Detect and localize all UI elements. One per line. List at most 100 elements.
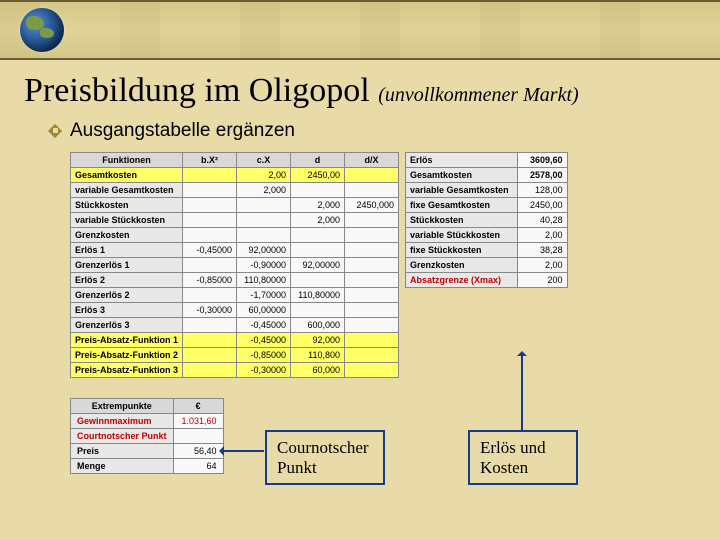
table-row: variable Gesamtkosten128,00	[406, 183, 568, 198]
cell: 128,00	[517, 183, 567, 198]
table-row: variable Stückkosten2,000	[71, 213, 399, 228]
row-label: variable Stückkosten	[71, 213, 183, 228]
cell: 2,00	[237, 168, 291, 183]
row-label: Gesamtkosten	[71, 168, 183, 183]
table-row: variable Gesamtkosten2,000	[71, 183, 399, 198]
cell	[183, 318, 237, 333]
row-label: Erlös	[406, 153, 518, 168]
row-label: Grenzkosten	[71, 228, 183, 243]
row-label: Courtnotscher Punkt	[71, 429, 174, 444]
table-row: Grenzkosten	[71, 228, 399, 243]
cell	[345, 213, 399, 228]
cell	[345, 348, 399, 363]
cell	[345, 168, 399, 183]
slide-title: Preisbildung im Oligopol (unvollkommener…	[0, 60, 720, 116]
bullet-text: Ausgangstabelle ergänzen	[70, 120, 295, 141]
cell: -1,70000	[237, 288, 291, 303]
cell: 92,00000	[237, 243, 291, 258]
cell: 92,00000	[291, 258, 345, 273]
subtitle-text: (unvollkommener Markt)	[378, 84, 579, 106]
main-table: Funktionenb.X²c.Xdd/XGesamtkosten2,00245…	[70, 152, 399, 378]
cell	[345, 243, 399, 258]
cell	[345, 333, 399, 348]
table-row: Grenzerlös 1-0,9000092,00000	[71, 258, 399, 273]
cell: 200	[517, 273, 567, 288]
row-label: Grenzkosten	[406, 258, 518, 273]
title-text: Preisbildung im Oligopol	[24, 72, 370, 109]
row-label: variable Stückkosten	[406, 228, 518, 243]
row-label: fixe Stückkosten	[406, 243, 518, 258]
table-row: Stückkosten40,28	[406, 213, 568, 228]
row-label: Preis-Absatz-Funktion 3	[71, 363, 183, 378]
cell: 110,800	[291, 348, 345, 363]
table-row: Courtnotscher Punkt	[71, 429, 224, 444]
table-row: variable Stückkosten2,00	[406, 228, 568, 243]
table-row: Preis56,40	[71, 444, 224, 459]
table-row: Erlös3609,60	[406, 153, 568, 168]
cell: -0,45000	[237, 318, 291, 333]
cell: 2,000	[291, 198, 345, 213]
cell	[183, 228, 237, 243]
table-row: Grenzkosten2,00	[406, 258, 568, 273]
cell: -0,30000	[237, 363, 291, 378]
table-row: Preis-Absatz-Funktion 1 -0,4500092,000	[71, 333, 399, 348]
cell	[291, 183, 345, 198]
cell: -0,90000	[237, 258, 291, 273]
table-row: Gesamtkosten 2,002450,00	[71, 168, 399, 183]
row-label: Stückkosten	[71, 198, 183, 213]
table-row: Gewinnmaximum1.031,60	[71, 414, 224, 429]
cell	[183, 168, 237, 183]
table-header: b.X²	[183, 153, 237, 168]
row-label: Erlös 2	[71, 273, 183, 288]
cell	[183, 258, 237, 273]
cell: 64	[173, 459, 223, 474]
cell	[345, 258, 399, 273]
table-header: d/X	[345, 153, 399, 168]
table-row: Grenzerlös 3 -0,45000600,000	[71, 318, 399, 333]
cell	[173, 429, 223, 444]
top-banner	[0, 0, 720, 60]
cell	[345, 183, 399, 198]
table-row: Menge64	[71, 459, 224, 474]
cell	[183, 348, 237, 363]
table-row: Stückkosten 2,0002450,000	[71, 198, 399, 213]
cell	[183, 333, 237, 348]
cell: 40,28	[517, 213, 567, 228]
cell: -0,45000	[237, 333, 291, 348]
cell: 2450,00	[291, 168, 345, 183]
row-label: Menge	[71, 459, 174, 474]
cell	[291, 228, 345, 243]
row-label: Gewinnmaximum	[71, 414, 174, 429]
table-row: Erlös 1-0,4500092,00000	[71, 243, 399, 258]
cell: 2450,00	[517, 198, 567, 213]
table-row: Preis-Absatz-Funktion 2-0,85000110,800	[71, 348, 399, 363]
row-label: Preis	[71, 444, 174, 459]
cell	[291, 303, 345, 318]
cell: 38,28	[517, 243, 567, 258]
cell: 2,00	[517, 258, 567, 273]
row-label: Gesamtkosten	[406, 168, 518, 183]
cell: 1.031,60	[173, 414, 223, 429]
cell: 600,000	[291, 318, 345, 333]
table-header: €	[173, 399, 223, 414]
cell	[345, 318, 399, 333]
arrow-to-side-table	[521, 352, 523, 430]
row-label: fixe Gesamtkosten	[406, 198, 518, 213]
cell: 2,000	[237, 183, 291, 198]
table-header: d	[291, 153, 345, 168]
cell: 2450,000	[345, 198, 399, 213]
cell	[183, 198, 237, 213]
cell	[237, 228, 291, 243]
cell: 2,00	[517, 228, 567, 243]
cell	[291, 243, 345, 258]
cell: 60,00000	[237, 303, 291, 318]
callout-cournot-text: Cournotscher Punkt	[277, 438, 369, 477]
row-label: Preis-Absatz-Funktion 1	[71, 333, 183, 348]
cell: 92,000	[291, 333, 345, 348]
cell	[183, 213, 237, 228]
cell: -0,30000	[183, 303, 237, 318]
callout-erloes: Erlös und Kosten	[468, 430, 578, 485]
row-label: Grenzerlös 3	[71, 318, 183, 333]
table-row: fixe Gesamtkosten2450,00	[406, 198, 568, 213]
table-area: Funktionenb.X²c.Xdd/XGesamtkosten2,00245…	[0, 152, 720, 378]
